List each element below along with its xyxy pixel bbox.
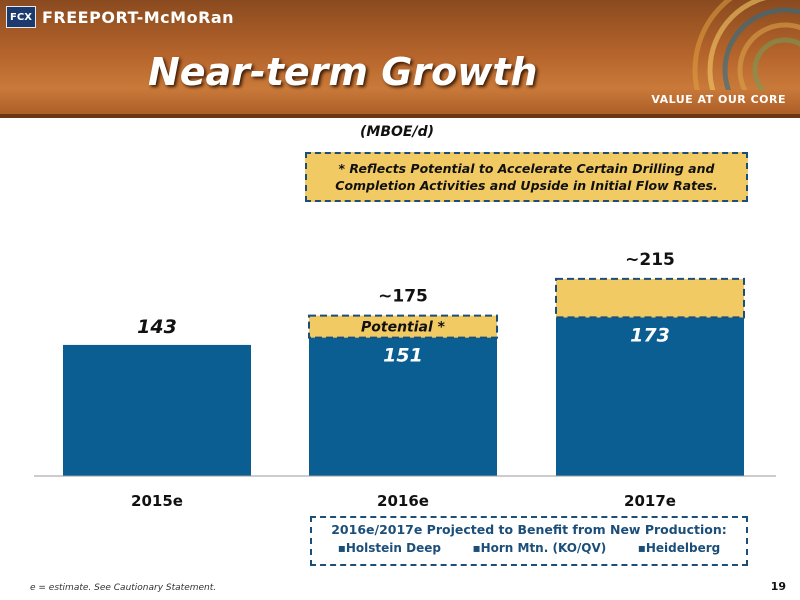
slide-title: Near-term Growth — [148, 50, 538, 94]
callout-items: Holstein Deep Horn Mtn. (KO/QV) Heidelbe… — [322, 541, 736, 555]
unit-label: (MBOE/d) — [360, 124, 434, 140]
callout-item: Horn Mtn. (KO/QV) — [472, 541, 607, 555]
bar-2017e — [556, 317, 744, 476]
new-production-callout: 2016e/2017e Projected to Benefit from Ne… — [310, 516, 748, 566]
decorative-rings-icon — [692, 0, 800, 90]
note-box: * Reflects Potential to Accelerate Certa… — [305, 152, 748, 202]
x-tick-label-2015e: 2015e — [131, 492, 183, 510]
company-logo: FCX FREEPORT-McMoRan — [6, 6, 234, 28]
tagline: VALUE AT OUR CORE — [651, 93, 786, 106]
total-label-2016e: ~175 — [378, 287, 428, 307]
potential-bar-2017e — [555, 277, 745, 319]
value-label-2016e: 151 — [383, 345, 423, 367]
bar-2015e — [63, 344, 251, 476]
callout-item: Holstein Deep — [338, 541, 441, 555]
page-number: 19 — [770, 580, 786, 593]
callout-item: Heidelberg — [638, 541, 720, 555]
production-bar-chart: 143 2015e ~175 151 2016e ~215 173 2017e Potentia… — [34, 250, 776, 510]
value-label-2017e: 173 — [630, 324, 670, 346]
bar-2016e — [309, 337, 497, 476]
company-name: FREEPORT-McMoRan — [42, 7, 235, 27]
slide-header: FCX FREEPORT-McMoRan Near-term Growth VA… — [0, 0, 800, 118]
footnote: e = estimate. See Cautionary Statement. — [30, 583, 217, 593]
total-label-2017e: ~215 — [625, 250, 675, 270]
x-tick-label-2017e: 2017e — [624, 492, 676, 510]
potential-legend-label: Potential * — [361, 320, 446, 336]
x-tick-label-2016e: 2016e — [377, 492, 429, 510]
value-label-2015e: 143 — [137, 316, 177, 338]
potential-bar-2016e — [308, 314, 498, 339]
logo-mark: FCX — [6, 6, 36, 28]
callout-title: 2016e/2017e Projected to Benefit from Ne… — [331, 522, 727, 537]
